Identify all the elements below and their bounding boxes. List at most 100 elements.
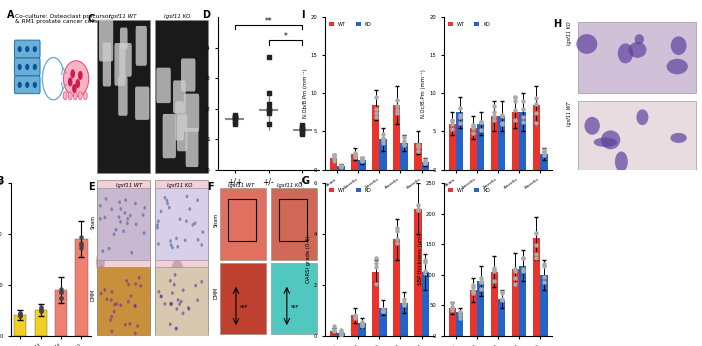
Point xyxy=(357,321,368,327)
Circle shape xyxy=(138,276,140,280)
Point xyxy=(378,131,389,136)
Point xyxy=(454,310,465,315)
Point xyxy=(412,207,423,212)
Point xyxy=(531,111,542,116)
Circle shape xyxy=(111,290,114,294)
Bar xyxy=(55,290,67,336)
Circle shape xyxy=(110,330,113,333)
Point xyxy=(517,266,529,271)
Ellipse shape xyxy=(576,34,597,54)
Point xyxy=(297,127,308,132)
Circle shape xyxy=(126,217,129,221)
Circle shape xyxy=(164,302,166,306)
Circle shape xyxy=(159,294,162,298)
Point xyxy=(55,295,67,300)
Circle shape xyxy=(187,306,190,310)
Circle shape xyxy=(171,302,173,306)
Circle shape xyxy=(134,331,137,335)
Point xyxy=(229,116,240,121)
Point xyxy=(76,243,87,248)
Point xyxy=(378,306,389,312)
Circle shape xyxy=(136,324,139,328)
Point xyxy=(538,279,550,285)
FancyBboxPatch shape xyxy=(155,188,208,260)
Circle shape xyxy=(197,298,199,302)
Point xyxy=(263,107,274,113)
Bar xyxy=(540,275,548,336)
FancyBboxPatch shape xyxy=(177,114,187,151)
Point xyxy=(55,296,67,301)
Circle shape xyxy=(129,294,132,298)
Point xyxy=(420,259,431,265)
Circle shape xyxy=(127,283,130,286)
Bar xyxy=(359,161,366,170)
FancyBboxPatch shape xyxy=(181,58,195,92)
Point xyxy=(454,114,465,120)
Circle shape xyxy=(125,279,128,283)
Point xyxy=(496,112,508,118)
FancyBboxPatch shape xyxy=(135,26,147,66)
Point xyxy=(391,110,402,116)
Bar xyxy=(519,266,526,336)
Point xyxy=(475,127,486,133)
Bar xyxy=(14,315,27,336)
Text: G: G xyxy=(301,176,309,186)
Point xyxy=(475,279,486,285)
Point xyxy=(454,106,465,111)
Point xyxy=(538,263,550,268)
Point xyxy=(399,138,410,143)
Point xyxy=(468,283,479,288)
Point xyxy=(538,274,550,280)
Point xyxy=(263,110,274,115)
Text: Igsf11 KO: Igsf11 KO xyxy=(277,183,302,188)
Point xyxy=(55,286,67,292)
FancyBboxPatch shape xyxy=(157,68,171,103)
Point xyxy=(468,288,479,293)
Bar xyxy=(512,112,519,170)
Ellipse shape xyxy=(670,133,687,143)
Circle shape xyxy=(157,290,160,294)
FancyBboxPatch shape xyxy=(270,263,317,334)
Point xyxy=(517,114,529,120)
Point xyxy=(35,309,46,314)
Circle shape xyxy=(119,200,121,204)
Point xyxy=(15,310,26,316)
Bar xyxy=(351,154,359,170)
FancyBboxPatch shape xyxy=(120,28,128,49)
Point xyxy=(538,150,550,155)
Ellipse shape xyxy=(25,82,29,88)
Legend: WT, KO: WT, KO xyxy=(327,186,373,195)
Point xyxy=(538,149,550,155)
Circle shape xyxy=(170,303,173,306)
FancyBboxPatch shape xyxy=(97,20,150,173)
Circle shape xyxy=(113,310,116,313)
Point xyxy=(76,245,87,251)
Point xyxy=(15,311,26,317)
Bar xyxy=(338,333,345,336)
Point xyxy=(531,120,542,126)
Point xyxy=(370,94,381,100)
Ellipse shape xyxy=(635,34,644,44)
Text: A: A xyxy=(7,10,15,20)
Point xyxy=(370,255,381,261)
Point xyxy=(378,308,389,314)
Point xyxy=(489,268,500,274)
Bar xyxy=(338,166,345,170)
Point xyxy=(378,137,389,143)
Point xyxy=(446,300,458,306)
Point xyxy=(489,265,500,271)
Point xyxy=(297,124,308,129)
Circle shape xyxy=(200,280,203,284)
FancyBboxPatch shape xyxy=(119,43,132,77)
Point xyxy=(357,157,368,163)
Point xyxy=(328,153,339,158)
Circle shape xyxy=(171,246,174,249)
Ellipse shape xyxy=(618,43,633,63)
Ellipse shape xyxy=(117,282,131,307)
Text: Igsf11 WT: Igsf11 WT xyxy=(116,183,142,188)
Point xyxy=(357,156,368,162)
Point xyxy=(531,102,542,107)
Circle shape xyxy=(200,243,203,247)
Circle shape xyxy=(131,251,133,255)
Text: Igsf11 WT: Igsf11 WT xyxy=(109,13,136,19)
